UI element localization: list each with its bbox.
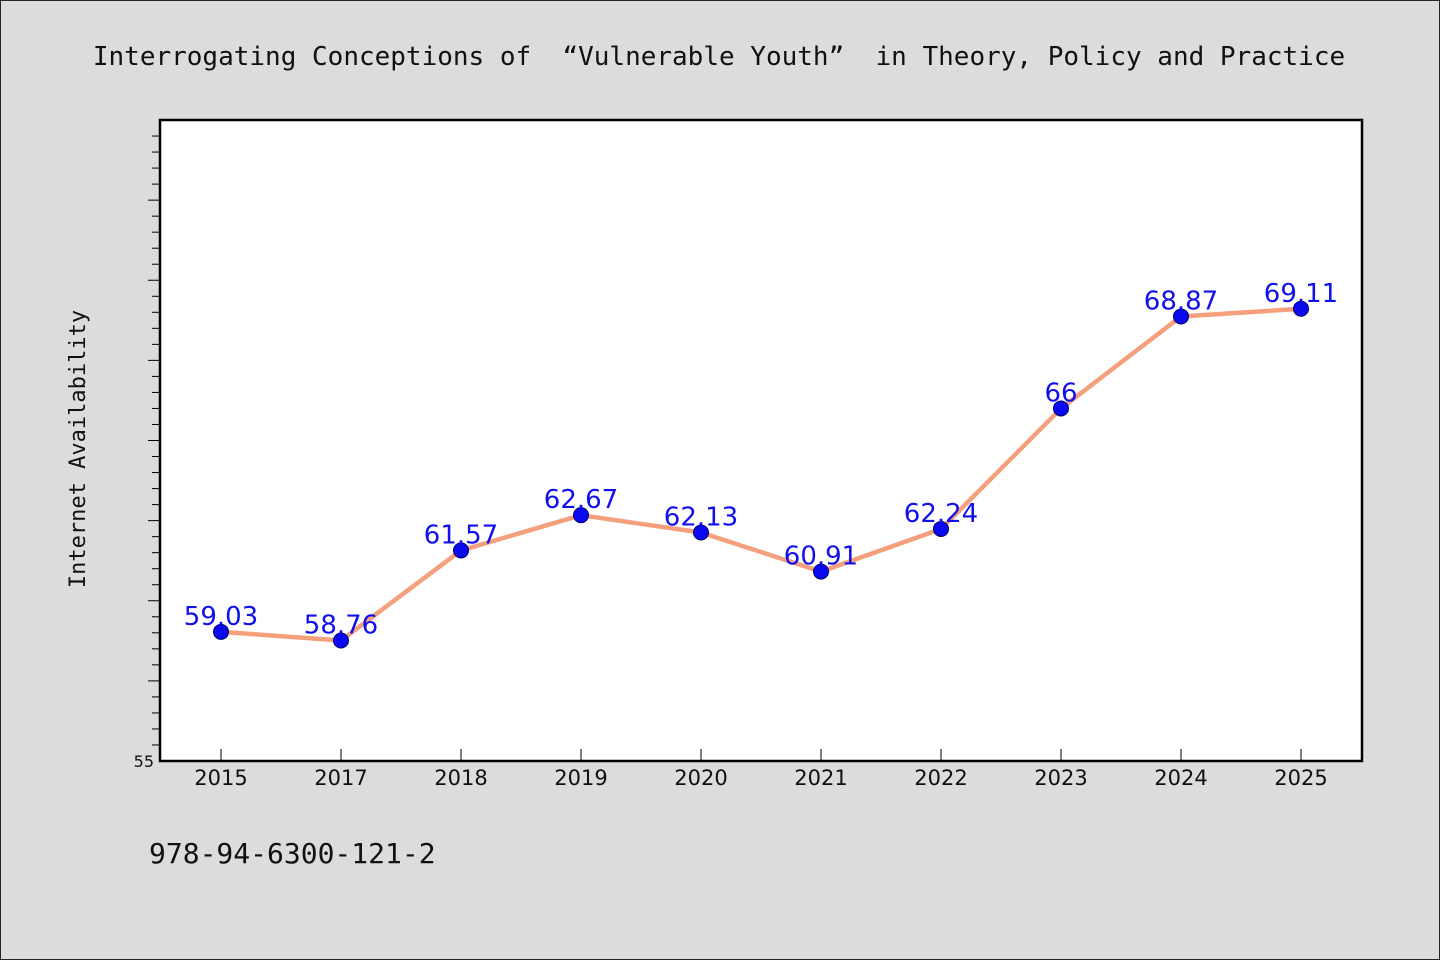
y-axis-ticks: 55: [134, 135, 160, 771]
data-label: 58.76: [304, 610, 378, 640]
x-tick-label: 2023: [1034, 766, 1087, 790]
data-point: [453, 542, 469, 559]
data-label: 68.87: [1144, 286, 1218, 316]
data-point: [1293, 300, 1309, 317]
x-tick-label: 2025: [1274, 766, 1327, 790]
data-label: 62.13: [664, 502, 738, 532]
x-tick-label: 2015: [194, 766, 247, 790]
data-point: [1053, 400, 1069, 417]
series-layer: 59.03 58.76 61.57 62.67 62.13 60.91 62.24 66 68.…: [184, 279, 1338, 649]
x-tick-label: 2024: [1154, 766, 1207, 790]
x-tick-label: 2020: [674, 766, 727, 790]
data-point: [573, 507, 589, 524]
data-point: [333, 632, 349, 649]
series-line: [218, 306, 1304, 643]
x-axis-ticks: 2015 2017 2018 2019 2020 2021 2022 2023 2024 2025: [194, 749, 1328, 790]
data-label: 62.24: [904, 499, 978, 529]
data-label: 60.91: [784, 542, 858, 572]
chart-title: Interrogating Conceptions of “Vulnerable…: [93, 42, 1345, 72]
data-point: [213, 623, 229, 640]
x-tick-label: 2017: [314, 766, 367, 790]
y-axis-label: Internet Availability: [66, 310, 91, 588]
y-tick-label: 55: [134, 752, 154, 771]
x-tick-label: 2019: [554, 766, 607, 790]
data-point: [933, 520, 949, 537]
data-point: [1173, 308, 1189, 325]
data-label: 69.11: [1264, 279, 1338, 309]
data-label: 66: [1044, 378, 1077, 408]
data-label: 61.57: [424, 520, 498, 550]
isbn-text: 978-94-6300-121-2: [149, 837, 436, 870]
x-tick-label: 2022: [914, 766, 967, 790]
x-tick-label: 2021: [794, 766, 847, 790]
plot-area: [158, 118, 1364, 763]
data-point: [813, 563, 829, 580]
data-point: [693, 524, 709, 541]
x-tick-label: 2018: [434, 766, 487, 790]
data-label: 62.67: [544, 485, 618, 515]
data-label: 59.03: [184, 602, 258, 632]
